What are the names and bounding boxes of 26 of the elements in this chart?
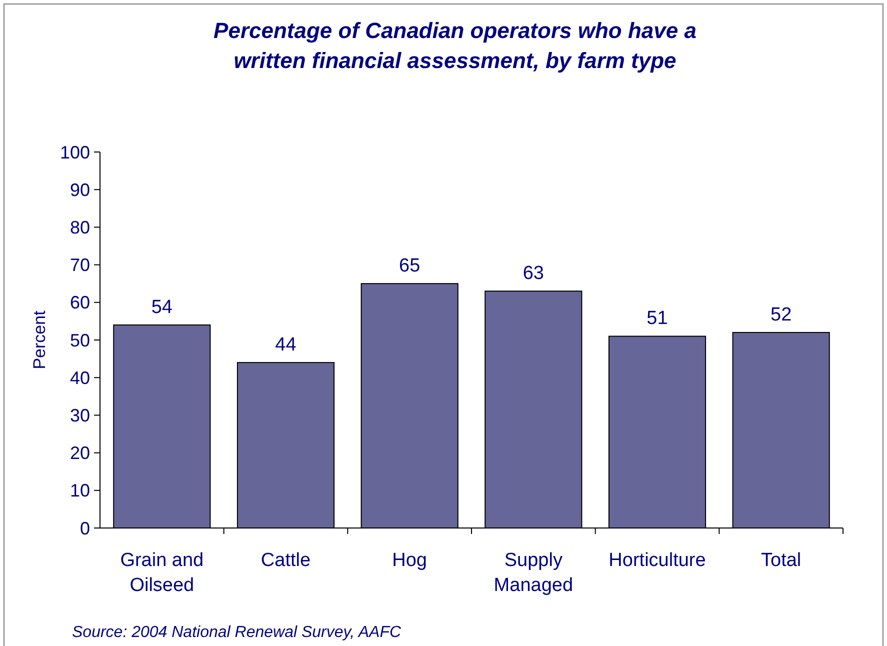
y-tick-label: 40 — [70, 368, 90, 388]
x-tick-label: Cattle — [260, 550, 311, 571]
x-tick-label: Grain and Oilseed — [120, 550, 204, 596]
y-axis-title: Percent — [30, 310, 49, 370]
y-tick-label: 100 — [60, 142, 90, 162]
y-tick-label: 0 — [80, 518, 90, 538]
data-label: 44 — [275, 334, 297, 356]
x-tick-label: Total — [761, 550, 802, 571]
x-tick-label: Supply Managed — [494, 550, 574, 596]
y-tick-label: 90 — [70, 180, 90, 200]
y-tick-label: 10 — [70, 480, 90, 501]
data-label: 51 — [646, 308, 668, 330]
x-tick-label: Hog — [392, 550, 428, 571]
y-tick-label: 60 — [70, 292, 90, 313]
y-tick-label: 30 — [70, 406, 90, 426]
chart-title: Percentage of Canadian operators who have a written financial assessment, by farm type — [214, 18, 696, 73]
data-label: 63 — [522, 263, 544, 284]
data-label: 65 — [399, 256, 420, 277]
source-note: Source: 2004 National Renewal Survey, AAFC — [72, 624, 402, 641]
y-tick-label: 70 — [70, 255, 90, 276]
data-label: 52 — [770, 304, 792, 326]
data-label: 54 — [151, 296, 173, 318]
y-tick-label: 20 — [70, 443, 90, 464]
x-tick-label: Horticulture — [608, 550, 706, 571]
y-tick-label: 50 — [70, 330, 90, 350]
y-tick-label: 80 — [70, 218, 90, 238]
